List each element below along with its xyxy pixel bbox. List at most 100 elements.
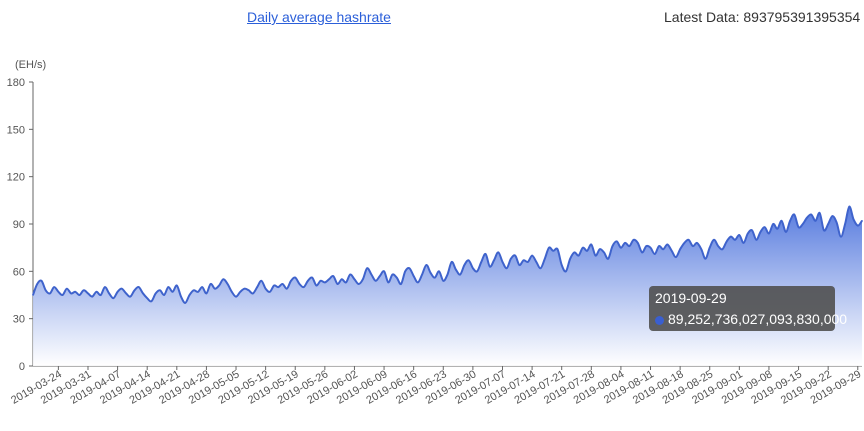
data-point-2019-06-22 — [438, 270, 440, 273]
data-point-2019-03-27 — [70, 292, 72, 295]
data-point-2019-06-02 — [353, 278, 356, 281]
data-point-2019-04-22 — [180, 295, 182, 298]
tooltip-value: 89,252,736,027,093,830,000 — [668, 311, 848, 327]
data-point-2019-09-13 — [789, 220, 791, 222]
data-point-2019-04-28 — [205, 292, 208, 295]
data-point-2019-07-09 — [510, 257, 512, 260]
data-point-2019-09-17 — [806, 216, 808, 219]
data-point-2019-06-15 — [408, 267, 411, 270]
data-point-2019-06-23 — [442, 280, 445, 282]
y-axis: 0 30 60 90 120 150 180 — [7, 77, 34, 373]
data-point-2019-05-21 — [302, 286, 305, 288]
data-point-2019-04-03 — [99, 294, 102, 296]
data-point-2019-08-25 — [708, 246, 711, 249]
data-point-2019-08-09 — [641, 251, 643, 254]
data-points — [32, 205, 863, 304]
data-point-2019-06-21 — [434, 276, 436, 279]
data-point-2019-07-17 — [544, 257, 546, 260]
data-point-2019-05-14 — [273, 284, 275, 287]
data-point-2019-05-15 — [277, 286, 280, 288]
data-point-2019-09-12 — [785, 231, 787, 233]
data-point-2019-09-20 — [818, 212, 821, 214]
data-point-2019-06-24 — [446, 273, 449, 276]
data-point-2019-04-12 — [137, 286, 140, 288]
data-point-2019-04-15 — [150, 300, 153, 303]
data-point-2019-04-14 — [146, 297, 148, 300]
data-point-2019-04-06 — [112, 297, 115, 300]
data-point-2019-07-04 — [489, 265, 491, 268]
data-point-2019-07-28 — [590, 243, 593, 246]
data-point-2019-05-06 — [239, 291, 242, 293]
data-point-2019-04-07 — [116, 291, 119, 293]
data-point-2019-08-19 — [683, 242, 686, 244]
data-point-2019-05-29 — [336, 283, 339, 285]
data-point-2019-07-06 — [497, 251, 500, 254]
data-point-2019-09-29 — [857, 224, 859, 227]
data-point-2019-05-05 — [235, 295, 237, 298]
data-point-2019-09-07 — [763, 226, 766, 228]
data-point-2019-04-21 — [176, 284, 178, 287]
data-point-2019-08-21 — [692, 245, 694, 247]
data-point-2019-07-15 — [535, 261, 538, 263]
data-point-2019-07-03 — [484, 253, 487, 255]
data-point-2019-05-09 — [252, 292, 254, 295]
data-point-2019-08-29 — [725, 240, 728, 243]
data-point-2019-07-25 — [577, 254, 580, 257]
data-point-2019-06-29 — [467, 259, 470, 262]
data-point-2019-04-02 — [95, 291, 98, 293]
data-point-2019-05-12 — [264, 287, 267, 290]
y-tick-label: 150 — [7, 124, 25, 136]
data-point-2019-06-19 — [425, 264, 428, 266]
data-point-2019-09-10 — [776, 227, 779, 230]
data-point-2019-09-23 — [831, 215, 834, 217]
data-point-2019-09-08 — [768, 232, 770, 235]
data-point-2019-03-26 — [66, 287, 68, 290]
data-point-2019-08-07 — [632, 239, 635, 241]
data-tooltip: 2019-09-29 89,252,736,027,093,830,000 — [649, 286, 847, 331]
data-point-2019-05-13 — [269, 291, 271, 293]
data-point-2019-08-10 — [645, 245, 648, 247]
data-point-2019-03-19 — [36, 283, 38, 285]
data-point-2019-05-04 — [231, 291, 233, 293]
data-point-2019-04-23 — [184, 302, 187, 304]
data-point-2019-08-16 — [670, 250, 673, 252]
data-point-2019-05-07 — [243, 287, 246, 290]
data-point-2019-06-08 — [379, 275, 381, 277]
data-point-2019-07-21 — [560, 264, 563, 266]
data-point-2019-04-16 — [154, 292, 157, 295]
data-point-2019-07-01 — [476, 270, 478, 273]
data-point-2019-07-22 — [565, 270, 567, 273]
data-point-2019-08-08 — [637, 242, 639, 244]
y-tick-label: 120 — [7, 172, 25, 184]
data-point-2019-07-13 — [527, 261, 529, 263]
x-axis: 2019-03-242019-03-312019-04-072019-04-14… — [9, 365, 863, 407]
data-point-2019-07-27 — [586, 250, 588, 252]
data-point-2019-03-23 — [53, 286, 55, 288]
data-point-2019-05-20 — [298, 283, 301, 285]
data-point-2019-08-05 — [624, 242, 626, 244]
tooltip-value-row: 89,252,736,027,093,830,000 — [655, 309, 847, 330]
data-point-2019-06-06 — [370, 273, 373, 276]
data-point-2019-04-20 — [171, 291, 174, 293]
data-point-2019-03-31 — [87, 292, 89, 295]
data-point-2019-09-02 — [742, 242, 745, 244]
data-point-2019-07-19 — [552, 250, 554, 252]
data-point-2019-09-30 — [861, 220, 863, 222]
data-point-2019-06-09 — [383, 270, 385, 273]
data-point-2019-06-14 — [404, 270, 407, 273]
chart-title-link[interactable]: Daily average hashrate — [247, 9, 391, 25]
data-point-2019-07-08 — [505, 267, 508, 270]
data-point-2019-04-11 — [133, 289, 136, 292]
y-tick-label: 30 — [13, 314, 25, 326]
y-tick-label: 180 — [7, 77, 25, 89]
data-point-2019-06-26 — [455, 269, 457, 271]
y-tick-label: 60 — [13, 266, 25, 278]
data-point-2019-04-10 — [129, 295, 132, 298]
data-point-2019-08-28 — [721, 248, 724, 250]
data-point-2019-09-22 — [827, 223, 829, 225]
data-point-2019-04-13 — [142, 292, 144, 295]
data-point-2019-06-01 — [349, 273, 352, 276]
data-point-2019-05-31 — [345, 281, 347, 284]
data-point-2019-05-02 — [222, 278, 225, 281]
data-point-2019-06-05 — [366, 267, 368, 270]
